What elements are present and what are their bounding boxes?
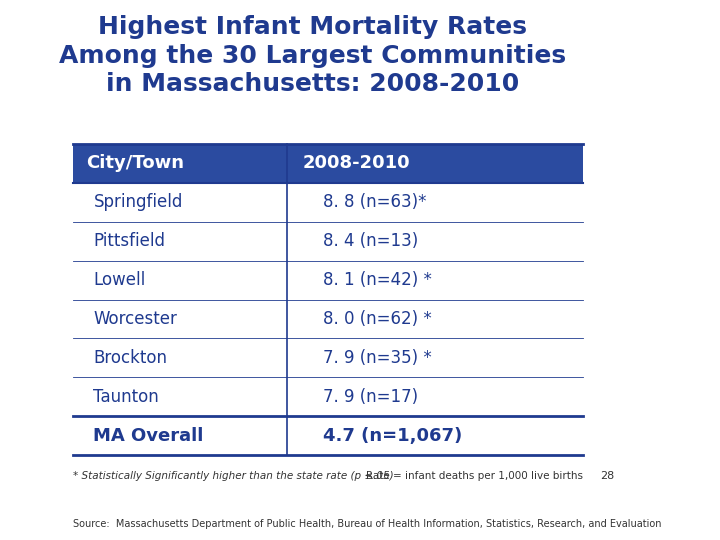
Text: City/Town: City/Town: [86, 154, 184, 172]
Text: * Statistically Significantly higher than the state rate (p ≤.05): * Statistically Significantly higher tha…: [73, 471, 394, 482]
Text: 8. 0 (n=62) *: 8. 0 (n=62) *: [323, 310, 432, 328]
Text: 8. 1 (n=42) *: 8. 1 (n=42) *: [323, 271, 432, 289]
Text: Rate = infant deaths per 1,000 live births: Rate = infant deaths per 1,000 live birt…: [366, 471, 583, 482]
Text: Worcester: Worcester: [94, 310, 177, 328]
Text: Source:  Massachusetts Department of Public Health, Bureau of Health Information: Source: Massachusetts Department of Publ…: [73, 519, 662, 529]
Text: 7. 9 (n=35) *: 7. 9 (n=35) *: [323, 349, 432, 367]
Text: 7. 9 (n=17): 7. 9 (n=17): [323, 388, 418, 406]
Text: 8. 8 (n=63)*: 8. 8 (n=63)*: [323, 193, 427, 211]
Text: 28: 28: [600, 471, 615, 482]
Text: Pittsfield: Pittsfield: [94, 232, 166, 250]
Text: Brockton: Brockton: [94, 349, 168, 367]
Text: 2008-2010: 2008-2010: [302, 154, 410, 172]
Text: MA Overall: MA Overall: [94, 427, 204, 445]
Text: Taunton: Taunton: [94, 388, 159, 406]
Text: 8. 4 (n=13): 8. 4 (n=13): [323, 232, 418, 250]
Text: Highest Infant Mortality Rates
Among the 30 Largest Communities
in Massachusetts: Highest Infant Mortality Rates Among the…: [59, 15, 566, 96]
Text: Springfield: Springfield: [94, 193, 183, 211]
Text: 4.7 (n=1,067): 4.7 (n=1,067): [323, 427, 462, 445]
Bar: [73, 144, 583, 183]
Text: Lowell: Lowell: [94, 271, 145, 289]
